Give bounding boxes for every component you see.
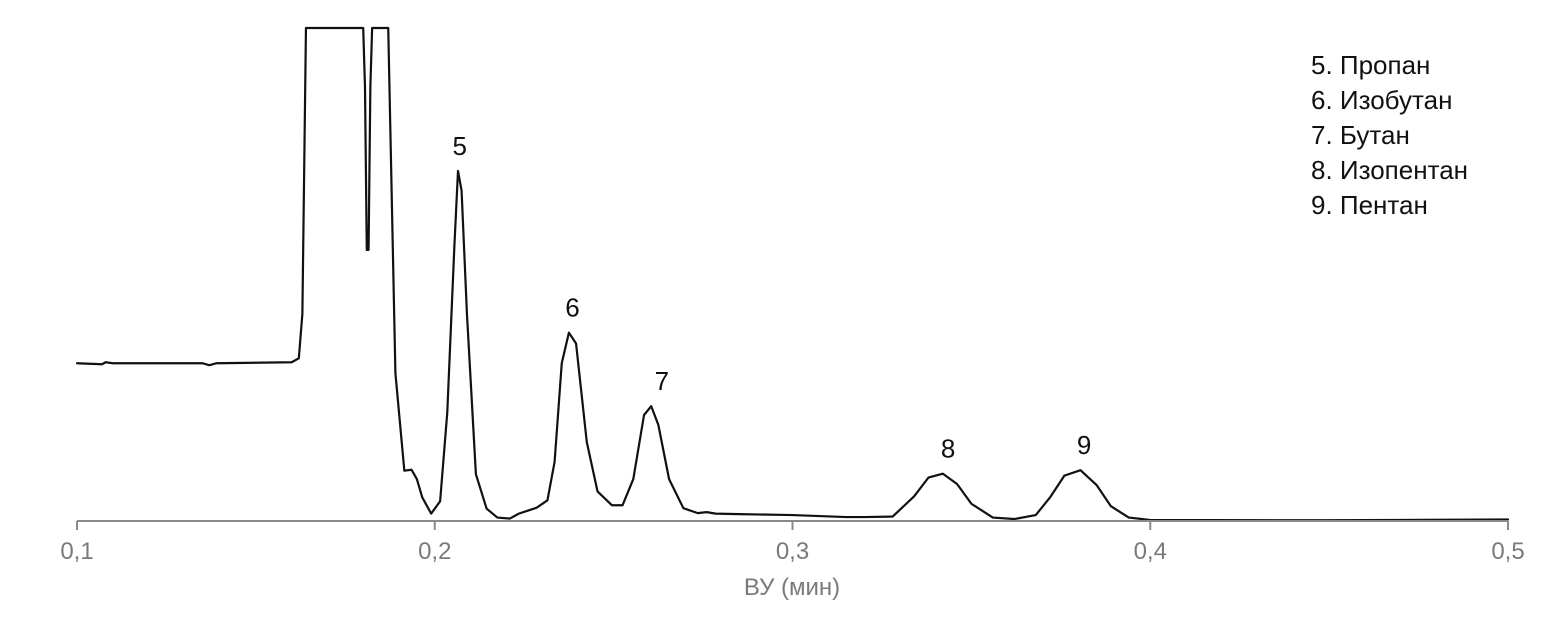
x-axis-ticks: 0,1 0,2 0,3 0,4 0,5 bbox=[60, 521, 1525, 565]
peak-label-7: 7 bbox=[655, 366, 669, 396]
peak-label-8: 8 bbox=[941, 434, 955, 464]
legend-entry: 7. Бутан bbox=[1311, 120, 1410, 150]
trace-layer bbox=[75, 26, 1510, 522]
chromatogram-trace bbox=[75, 26, 1510, 522]
legend: 5. Пропан 6. Изобутан 7. Бутан 8. Изопентан… bbox=[1311, 50, 1468, 220]
x-tick-label: 0,1 bbox=[60, 538, 93, 565]
legend-entry: 5. Пропан bbox=[1311, 50, 1430, 80]
peak-label-9: 9 bbox=[1077, 430, 1091, 460]
legend-entry: 6. Изобутан bbox=[1311, 85, 1452, 115]
x-tick-label: 0,3 bbox=[776, 538, 809, 565]
x-tick-label: 0,2 bbox=[418, 538, 451, 565]
x-axis-label: ВУ (мин) bbox=[744, 574, 840, 601]
peak-labels: 5 6 7 8 9 bbox=[453, 131, 1092, 464]
x-tick-label: 0,5 bbox=[1491, 538, 1524, 565]
legend-entry: 8. Изопентан bbox=[1311, 155, 1468, 185]
x-tick-label: 0,4 bbox=[1134, 538, 1167, 565]
legend-entry: 9. Пентан bbox=[1311, 190, 1428, 220]
peak-label-6: 6 bbox=[565, 293, 579, 323]
peak-label-5: 5 bbox=[453, 131, 467, 161]
